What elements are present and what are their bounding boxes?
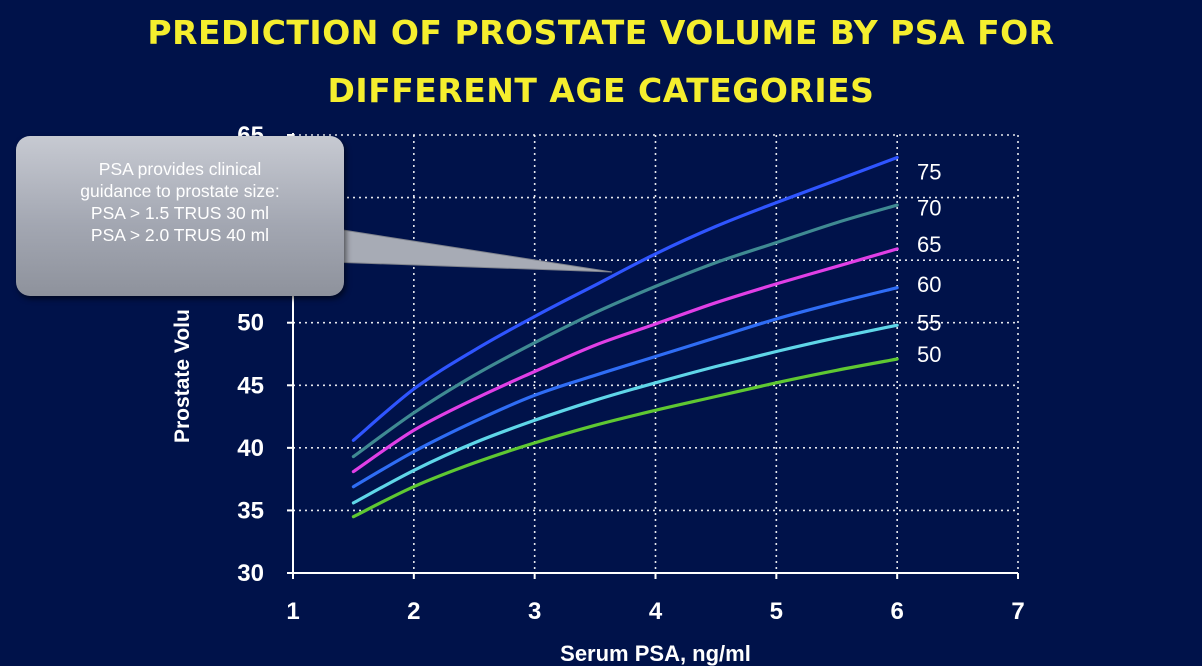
slide-title-line-2: DIFFERENT AGE CATEGORIES — [327, 71, 875, 110]
series-line-55 — [351, 323, 899, 505]
tick-labels: 1234567303540455065Serum PSA, ng/mlProst… — [171, 122, 1025, 666]
x-tick-label: 5 — [770, 598, 783, 625]
y-axis-title: Prostate Volu — [171, 309, 194, 443]
series-line-65 — [351, 247, 899, 474]
slide-title-line-1: PREDICTION OF PROSTATE VOLUME BY PSA FOR — [147, 13, 1055, 52]
series-end-label: 70 — [917, 196, 941, 221]
series-line-70 — [351, 203, 899, 459]
x-tick-label: 7 — [1011, 598, 1024, 625]
series-line-60 — [351, 286, 899, 489]
x-tick-label: 6 — [890, 598, 903, 625]
y-tick-label: 35 — [237, 497, 264, 524]
y-tick-label: 30 — [237, 560, 264, 587]
x-tick-label: 3 — [528, 598, 541, 625]
callout-pointer — [329, 227, 613, 273]
series-end-label: 55 — [917, 311, 941, 336]
series-line-75 — [351, 155, 899, 442]
callout-line-3: PSA > 1.5 TRUS 30 ml — [90, 203, 270, 223]
series-end-label: 65 — [917, 232, 941, 257]
x-tick-label: 2 — [407, 598, 420, 625]
slide-title: PREDICTION OF PROSTATE VOLUME BY PSA FOR… — [0, 4, 1202, 120]
callout-line-2: guidance to prostate size: — [80, 181, 280, 201]
x-axis-title: Serum PSA, ng/ml — [560, 641, 751, 666]
callout-box: PSA provides clinical guidance to prosta… — [16, 136, 344, 296]
x-tick-label: 4 — [649, 598, 663, 625]
callout-line-1: PSA provides clinical — [98, 159, 262, 179]
x-tick-label: 1 — [286, 598, 299, 625]
y-tick-label: 45 — [237, 372, 264, 399]
callout-text: PSA provides clinical guidance to prosta… — [16, 158, 344, 246]
series-end-label: 75 — [917, 159, 941, 184]
y-tick-label: 40 — [237, 435, 264, 462]
callout-line-4: PSA > 2.0 TRUS 40 ml — [90, 225, 270, 245]
series-end-label: 50 — [917, 342, 941, 367]
series-end-label: 60 — [917, 272, 941, 297]
series-lines — [351, 155, 899, 519]
grid-lines — [293, 134, 1019, 573]
y-tick-label: 50 — [237, 310, 264, 337]
series-line-50 — [351, 357, 899, 519]
